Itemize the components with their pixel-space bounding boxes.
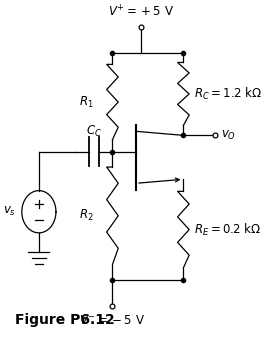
Text: $R_E=0.2$ kΩ: $R_E=0.2$ kΩ: [194, 222, 261, 238]
Text: $v_O$: $v_O$: [222, 129, 237, 142]
Text: $R_C=1.2$ kΩ: $R_C=1.2$ kΩ: [194, 86, 262, 102]
Text: $R_1$: $R_1$: [80, 95, 94, 110]
Text: $R_2$: $R_2$: [80, 208, 94, 223]
Text: Figure P6.12: Figure P6.12: [15, 313, 115, 327]
Text: $V^{+}=+5$ V: $V^{+}=+5$ V: [108, 5, 174, 20]
Text: $v_s$: $v_s$: [3, 205, 16, 218]
Text: $C_C$: $C_C$: [86, 123, 102, 139]
Text: $V^{-}=-5$ V: $V^{-}=-5$ V: [80, 314, 146, 327]
